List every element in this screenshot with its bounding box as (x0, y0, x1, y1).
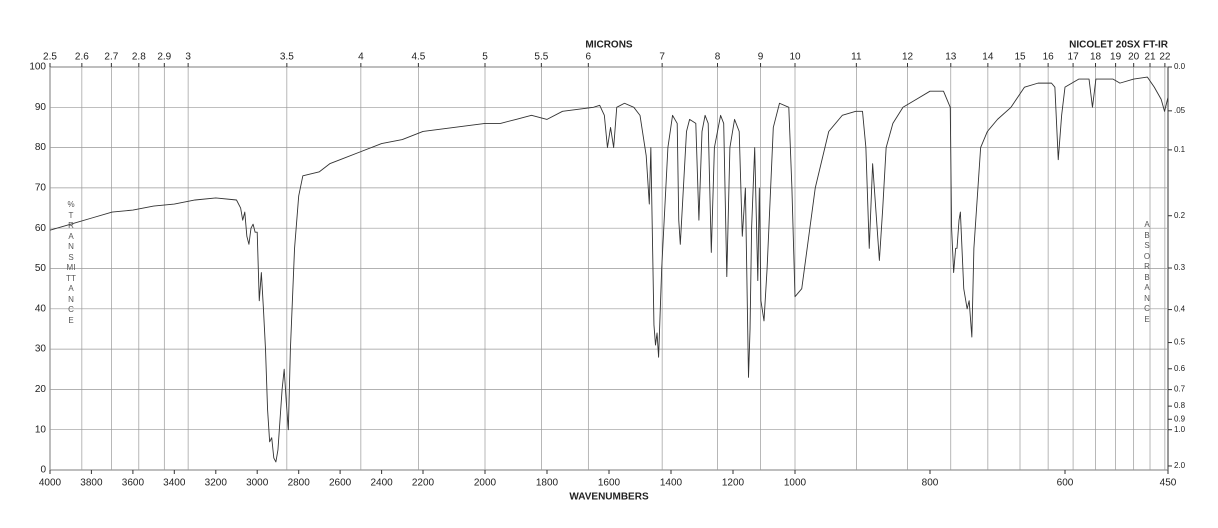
top-tick-label: 3.5 (280, 52, 294, 63)
chart-title: NICOLET 20SX FT-IR (1069, 40, 1169, 51)
y2-tick-label: 0.1 (1174, 145, 1186, 154)
y2-tick-label: 0.2 (1174, 211, 1186, 220)
top-tick-label: 4.5 (411, 52, 425, 63)
top-tick-label: 7 (659, 52, 665, 63)
x-tick-label: 1000 (784, 478, 807, 489)
x-axis-label: WAVENUMBERS (569, 492, 649, 503)
spectrum-line (49, 76, 1169, 463)
x-tick-label: 3600 (122, 478, 145, 489)
top-tick-label: 9 (758, 52, 764, 63)
y2-tick-label: 0.9 (1174, 414, 1186, 423)
x-tick-label: 1200 (722, 478, 745, 489)
x-tick-label: 3000 (246, 478, 269, 489)
top-tick-label: 13 (945, 52, 957, 63)
y-tick-label: 50 (35, 263, 47, 274)
x-tick-label: 800 (922, 478, 939, 489)
y2-tick-label: 0.8 (1174, 401, 1186, 410)
y-tick-label: 100 (29, 62, 46, 73)
x-tick-label: 3200 (205, 478, 228, 489)
x-tick-label: 600 (1057, 478, 1074, 489)
top-tick-label: 20 (1128, 52, 1140, 63)
top-tick-label: 17 (1068, 52, 1080, 63)
y-axis-label: %TRANSMITTANCE (66, 200, 76, 325)
y2-tick-label: 0.4 (1174, 305, 1186, 314)
y-tick-label: 40 (35, 303, 47, 314)
top-tick-label: 16 (1043, 52, 1055, 63)
x-tick-label: 3800 (80, 478, 103, 489)
x-tick-label: 2400 (370, 478, 393, 489)
top-tick-label: 12 (902, 52, 914, 63)
y2-tick-label: 0.6 (1174, 364, 1186, 373)
y2-axis-label: ABSORBANCE (1143, 220, 1151, 324)
top-tick-label: 5 (482, 52, 488, 63)
top-tick-label: 8 (715, 52, 721, 63)
y-tick-label: 80 (35, 142, 47, 153)
y2-tick-label: 2.0 (1174, 461, 1186, 470)
x-tick-label: 2600 (329, 478, 352, 489)
y2-tick-label: 0.0 (1174, 62, 1186, 71)
y2-tick-label: 0.5 (1174, 338, 1186, 347)
y2-tick-label: 0.3 (1174, 263, 1186, 272)
top-tick-label: 15 (1014, 52, 1026, 63)
y2-tick-label: 1.0 (1174, 425, 1186, 434)
x-tick-label: 2200 (412, 478, 435, 489)
top-tick-label: 19 (1110, 52, 1122, 63)
y2-tick-label: 0.7 (1174, 385, 1186, 394)
top-tick-label: 4 (358, 52, 364, 63)
x-tick-label: 4000 (39, 478, 62, 489)
x-tick-label: 1400 (660, 478, 683, 489)
x-tick-label: 1800 (536, 478, 559, 489)
top-tick-label: 5.5 (534, 52, 548, 63)
top-tick-label: 10 (789, 52, 801, 63)
y-tick-label: 10 (35, 424, 47, 435)
y-tick-label: 60 (35, 223, 47, 234)
y-tick-label: 0 (40, 465, 46, 476)
y2-tick-label: .05 (1174, 106, 1186, 115)
top-tick-label: 2.8 (132, 52, 146, 63)
top-tick-label: 2.6 (75, 52, 89, 63)
top-tick-label: 18 (1090, 52, 1102, 63)
top-tick-label: 14 (982, 52, 994, 63)
y-tick-label: 90 (35, 102, 47, 113)
top-axis-label: MICRONS (585, 40, 633, 51)
top-tick-label: 21 (1144, 52, 1156, 63)
top-tick-label: 22 (1159, 52, 1171, 63)
x-tick-label: 3400 (163, 478, 186, 489)
top-tick-label: 2.9 (157, 52, 171, 63)
top-tick-label: 2.5 (43, 52, 57, 63)
x-tick-label: 1600 (598, 478, 621, 489)
y-tick-label: 20 (35, 384, 47, 395)
top-tick-label: 2.7 (104, 52, 118, 63)
top-tick-label: 6 (586, 52, 592, 63)
x-tick-label: 2800 (288, 478, 311, 489)
top-tick-label: 11 (851, 52, 862, 63)
top-tick-label: 3 (185, 52, 191, 63)
x-tick-label: 450 (1160, 478, 1177, 489)
y-tick-label: 70 (35, 183, 47, 194)
y-tick-label: 30 (35, 344, 47, 355)
x-tick-label: 2000 (474, 478, 497, 489)
